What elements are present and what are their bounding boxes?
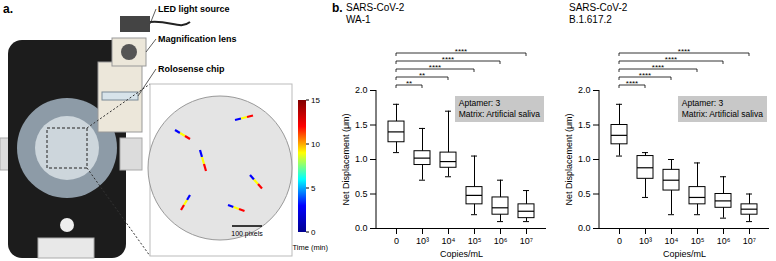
svg-text:5: 5: [311, 184, 316, 193]
svg-text:10⁷: 10⁷: [743, 236, 756, 246]
svg-text:0.0: 0.0: [355, 223, 368, 233]
html-text:SARS-CoV-2: SARS-CoV-2: [346, 2, 405, 13]
svg-text:10⁶: 10⁶: [717, 236, 731, 246]
svg-text:0: 0: [394, 236, 399, 246]
svg-text:Time (min): Time (min): [292, 243, 328, 252]
svg-text:0.0: 0.0: [578, 223, 591, 233]
svg-text:0.5: 0.5: [355, 189, 368, 199]
svg-text:**: **: [419, 71, 425, 80]
svg-text:****: ****: [429, 63, 441, 72]
svg-text:Rolosense chip: Rolosense chip: [158, 64, 225, 74]
html-text:Aptamer: 3: Aptamer: 3: [458, 98, 501, 108]
svg-text:10³: 10³: [416, 236, 429, 246]
svg-text:0: 0: [617, 236, 622, 246]
svg-text:15: 15: [311, 96, 320, 105]
html-text:WA-1: WA-1: [346, 14, 371, 25]
svg-text:1.0: 1.0: [578, 154, 591, 164]
svg-text:Copies/mL: Copies/mL: [440, 249, 483, 259]
svg-text:Net Displacement (μm): Net Displacement (μm): [564, 113, 574, 205]
svg-text:****: ****: [442, 55, 454, 64]
svg-text:1.5: 1.5: [355, 120, 368, 130]
svg-text:0: 0: [311, 228, 316, 237]
svg-text:10⁵: 10⁵: [691, 236, 705, 246]
svg-text:Magnification lens: Magnification lens: [158, 34, 237, 44]
svg-text:10⁵: 10⁵: [468, 236, 482, 246]
svg-text:Copies/mL: Copies/mL: [663, 249, 706, 259]
svg-text:****: ****: [652, 63, 664, 72]
svg-text:1.5: 1.5: [578, 120, 591, 130]
svg-text:10⁴: 10⁴: [442, 236, 456, 246]
svg-text:****: ****: [678, 47, 690, 56]
svg-text:10⁷: 10⁷: [520, 236, 533, 246]
svg-text:1.0: 1.0: [355, 154, 368, 164]
svg-text:10: 10: [311, 140, 320, 149]
svg-text:0.5: 0.5: [578, 189, 591, 199]
html-text:Aptamer: 3: Aptamer: 3: [681, 98, 724, 108]
svg-text:10⁴: 10⁴: [665, 236, 679, 246]
svg-text:****: ****: [455, 47, 467, 56]
svg-text:100 pixels: 100 pixels: [231, 230, 263, 238]
svg-text:LED light source: LED light source: [158, 4, 230, 14]
svg-text:Net Displacement (μm): Net Displacement (μm): [341, 113, 351, 205]
html-text:Matrix: Artificial saliva: Matrix: Artificial saliva: [681, 109, 763, 119]
svg-text:****: ****: [639, 71, 651, 80]
svg-text:10⁶: 10⁶: [494, 236, 508, 246]
svg-text:a.: a.: [3, 2, 13, 16]
html-text:SARS-CoV-2: SARS-CoV-2: [569, 2, 628, 13]
svg-text:2.0: 2.0: [355, 85, 368, 95]
html-text:b.: b.: [332, 1, 343, 15]
svg-text:10³: 10³: [639, 236, 652, 246]
html-text:B.1.617.2: B.1.617.2: [569, 14, 612, 25]
svg-text:****: ****: [665, 55, 677, 64]
svg-text:2.0: 2.0: [578, 85, 591, 95]
html-text:Matrix: Artificial saliva: Matrix: Artificial saliva: [458, 109, 540, 119]
svg-text:****: ****: [626, 79, 638, 88]
svg-text:**: **: [406, 79, 412, 88]
